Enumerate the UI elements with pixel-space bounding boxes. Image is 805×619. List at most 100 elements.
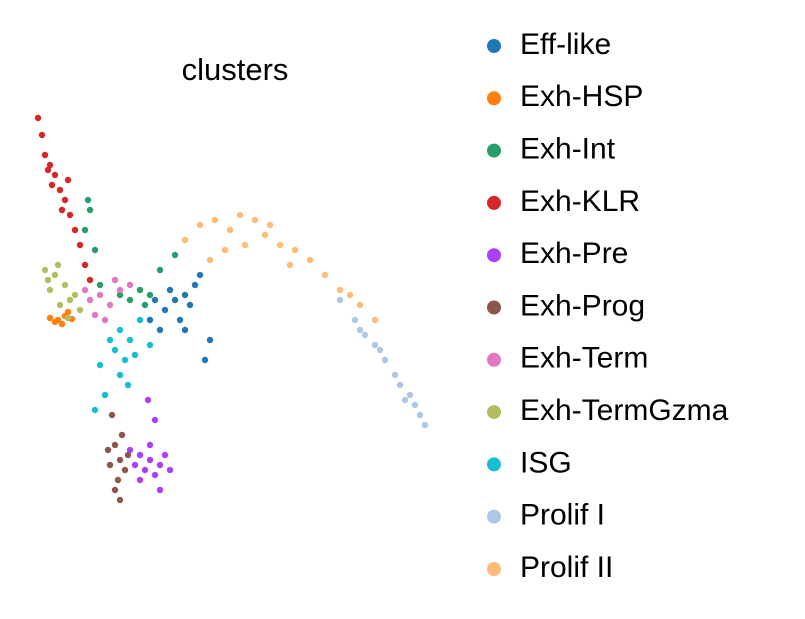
point xyxy=(401,396,409,404)
point xyxy=(46,314,54,322)
point xyxy=(111,346,119,354)
point xyxy=(76,241,84,249)
chart-title: clusters xyxy=(182,52,289,87)
point xyxy=(131,461,139,469)
point xyxy=(181,236,189,244)
point xyxy=(106,336,114,344)
legend-marker xyxy=(487,195,501,210)
legend-label: ISG xyxy=(520,446,572,479)
point xyxy=(101,316,109,324)
point xyxy=(44,166,52,174)
legend-marker xyxy=(487,509,501,524)
point xyxy=(226,226,234,234)
point xyxy=(201,356,209,364)
point xyxy=(186,301,194,309)
point xyxy=(161,451,169,459)
point xyxy=(266,221,274,229)
point xyxy=(126,336,134,344)
point xyxy=(81,286,89,294)
point xyxy=(71,291,79,299)
legend-label: Exh-Pre xyxy=(520,237,628,270)
legend-marker xyxy=(487,300,501,315)
point xyxy=(124,451,132,459)
point xyxy=(58,206,66,214)
point xyxy=(146,316,154,324)
point xyxy=(111,441,119,449)
point xyxy=(371,341,379,349)
point xyxy=(196,221,204,229)
point xyxy=(346,291,354,299)
point xyxy=(421,421,429,429)
legend-label: Exh-KLR xyxy=(520,185,640,218)
point xyxy=(181,326,189,334)
point xyxy=(81,261,89,269)
legend-marker xyxy=(487,39,501,53)
point xyxy=(121,356,129,364)
point xyxy=(66,211,74,219)
point xyxy=(81,226,89,234)
point xyxy=(64,308,72,316)
point xyxy=(161,306,169,314)
point xyxy=(41,151,49,159)
legend-label: Eff-like xyxy=(520,28,611,61)
legend-label: Prolif I xyxy=(520,499,605,532)
point xyxy=(156,486,164,494)
point xyxy=(166,466,174,474)
point xyxy=(251,216,259,224)
point xyxy=(64,314,72,322)
point xyxy=(51,171,59,179)
point xyxy=(126,446,134,454)
legend-marker xyxy=(487,143,501,158)
point xyxy=(96,361,104,369)
point xyxy=(376,346,384,354)
point xyxy=(56,186,64,194)
point xyxy=(306,256,314,264)
point xyxy=(276,241,284,249)
point xyxy=(156,266,164,274)
point xyxy=(71,226,79,234)
point xyxy=(91,311,99,319)
point xyxy=(118,431,126,439)
point xyxy=(321,271,329,279)
point xyxy=(361,331,369,339)
point xyxy=(411,401,419,409)
point xyxy=(106,301,114,309)
point xyxy=(146,291,154,299)
legend-marker xyxy=(487,457,501,472)
point xyxy=(91,406,99,414)
point xyxy=(241,241,249,249)
point xyxy=(336,286,344,294)
legend-marker xyxy=(487,562,501,576)
point xyxy=(146,341,154,349)
point xyxy=(156,326,164,334)
point xyxy=(391,371,399,379)
point xyxy=(48,181,56,189)
point xyxy=(261,231,269,239)
point xyxy=(61,281,69,289)
point xyxy=(176,316,184,324)
point xyxy=(101,391,109,399)
point xyxy=(336,296,344,304)
point xyxy=(396,381,404,389)
legend-label: Exh-TermGzma xyxy=(520,394,729,427)
point xyxy=(166,286,174,294)
point xyxy=(38,131,46,139)
point xyxy=(416,411,424,419)
point xyxy=(44,276,52,284)
point xyxy=(116,371,124,379)
point xyxy=(356,326,364,334)
point xyxy=(151,296,159,304)
point xyxy=(136,316,144,324)
point xyxy=(96,291,104,299)
point xyxy=(111,486,119,494)
point xyxy=(86,206,94,214)
legend-label: Exh-Prog xyxy=(520,289,645,322)
point xyxy=(351,316,359,324)
point xyxy=(146,441,154,449)
point xyxy=(356,301,364,309)
point xyxy=(114,476,122,484)
point xyxy=(84,196,92,204)
point xyxy=(141,466,149,474)
legend-label: Exh-HSP xyxy=(520,80,643,113)
point xyxy=(76,306,84,314)
